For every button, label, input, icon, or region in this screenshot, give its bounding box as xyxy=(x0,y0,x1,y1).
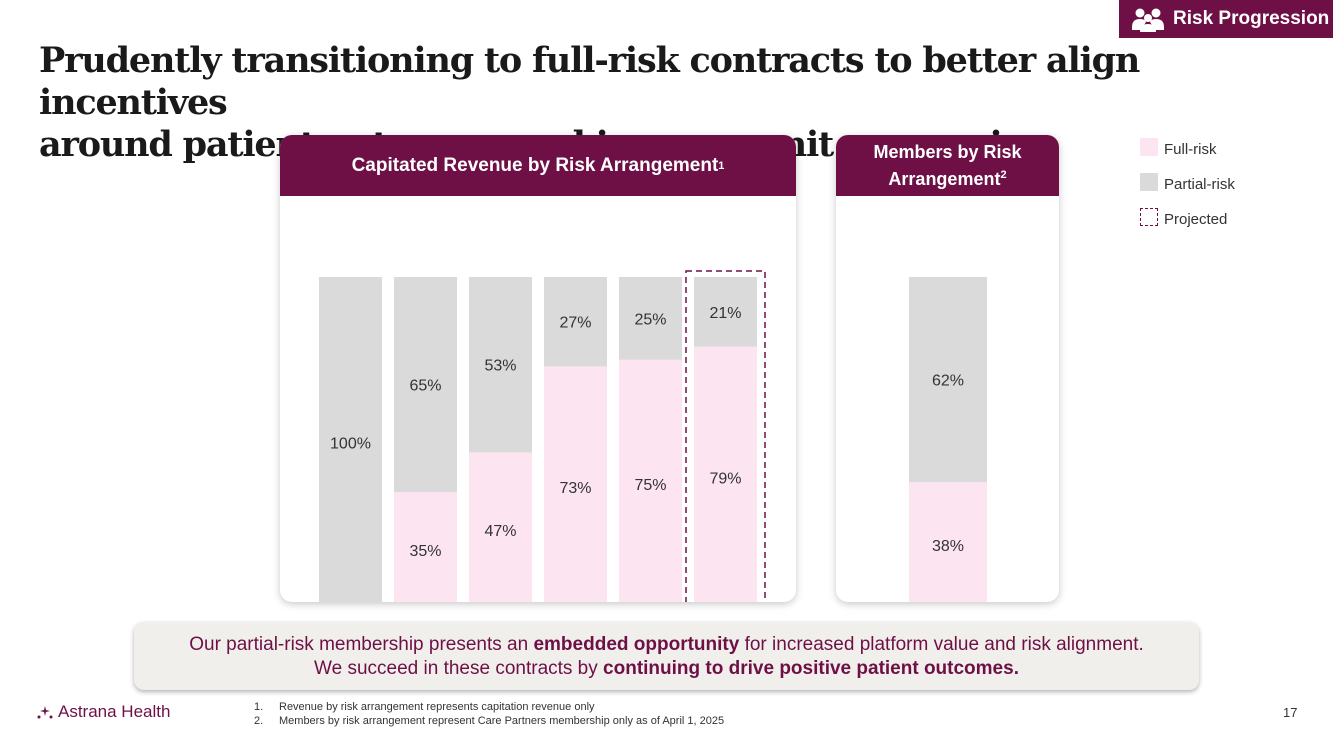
revenue-chart-footnote-ref: 1 xyxy=(718,159,725,172)
revenue-bar-partial-risk-2022 xyxy=(394,277,457,493)
callout-line-2-pre: We succeed in these contracts by xyxy=(314,658,604,679)
revenue-bar-partial-risk-2025e xyxy=(694,277,757,347)
people-group-icon xyxy=(1132,8,1164,32)
revenue-chart-card: Capitated Revenue by Risk Arrangement 1 1… xyxy=(280,135,796,602)
revenue-chart-title: Capitated Revenue by Risk Arrangement 1 xyxy=(280,135,796,196)
revenue-bar-full-risk-2025-q1 xyxy=(619,359,682,602)
members-chart-title-line-2: Arrangement xyxy=(888,168,1001,189)
legend-label-full-risk: Full-risk xyxy=(1164,141,1217,158)
revenue-label-partial-risk-2022: 65% xyxy=(409,378,441,395)
sparkle-logo-icon xyxy=(37,706,53,719)
callout-line-1-pre: Our partial-risk membership presents an xyxy=(189,634,534,655)
revenue-label-full-risk-2025e: 79% xyxy=(709,470,741,487)
revenue-label-full-risk-2022: 35% xyxy=(409,543,441,560)
members-label-full-risk-2025: 38% xyxy=(932,538,964,555)
page-number: 17 xyxy=(1283,705,1298,720)
revenue-bar-full-risk-2023 xyxy=(469,452,532,602)
members-chart-title-line-1: Members by Risk xyxy=(873,141,1022,162)
callout-banner: Our partial-risk membership presents an … xyxy=(134,622,1199,690)
footnote-1-text: Revenue by risk arrangement represents c… xyxy=(279,701,595,713)
revenue-bar-partial-risk-2023 xyxy=(469,277,532,453)
footnotes: 1. Revenue by risk arrangement represent… xyxy=(254,700,724,728)
members-bar-full-risk-2025 xyxy=(909,482,987,602)
revenue-label-full-risk-2024: 73% xyxy=(559,480,591,497)
members-chart-footnote-ref: 2 xyxy=(1000,168,1007,181)
revenue-label-partial-risk-2024: 27% xyxy=(559,315,591,332)
callout-line-2-bold: continuing to drive positive patient out… xyxy=(603,658,1019,679)
revenue-bar-partial-risk-2024 xyxy=(544,277,607,367)
members-chart-title: Members by Risk Arrangement2 xyxy=(836,135,1059,196)
callout-line-1-bold: embedded opportunity xyxy=(533,634,740,655)
revenue-chart-title-text: Capitated Revenue by Risk Arrangement xyxy=(351,154,719,176)
revenue-label-partial-risk-2025e: 21% xyxy=(709,305,741,322)
members-chart: 38%62%2025 xyxy=(909,277,987,602)
callout-line-2: We succeed in these contracts by continu… xyxy=(134,657,1199,681)
members-chart-card: Members by Risk Arrangement2 38%62%2025 xyxy=(836,135,1059,602)
revenue-bar-full-risk-2025e xyxy=(694,346,757,602)
callout-line-1: Our partial-risk membership presents an … xyxy=(134,633,1199,657)
revenue-label-partial-risk-2025-q1: 25% xyxy=(634,311,666,328)
revenue-bar-partial-risk-2021 xyxy=(319,277,382,602)
revenue-label-partial-risk-2023: 53% xyxy=(484,358,516,375)
section-tag: Risk Progression xyxy=(1119,0,1333,38)
full-risk-swatch xyxy=(1140,138,1158,156)
members-label-partial-risk-2025: 62% xyxy=(932,373,964,390)
company-logo: Astrana Health xyxy=(36,702,170,722)
page-title-line-1: Prudently transitioning to full-risk con… xyxy=(39,40,1140,123)
footnote-2: 2. Members by risk arrangement represent… xyxy=(254,714,724,728)
company-logo-text: Astrana Health xyxy=(58,702,171,721)
legend-label-partial-risk: Partial-risk xyxy=(1164,176,1235,193)
legend-label-projected: Projected xyxy=(1164,211,1228,228)
projected-swatch xyxy=(1140,208,1158,226)
footnote-2-number: 2. xyxy=(254,715,264,727)
revenue-bar-full-risk-2024 xyxy=(544,366,607,602)
footnote-1: 1. Revenue by risk arrangement represent… xyxy=(254,700,724,714)
revenue-bar-partial-risk-2025-q1 xyxy=(619,277,682,360)
members-bar-partial-risk-2025 xyxy=(909,277,987,483)
revenue-chart: 100%202135%65%202247%53%202373%27%202475… xyxy=(319,270,766,602)
revenue-label-full-risk-2023: 47% xyxy=(484,523,516,540)
revenue-label-partial-risk-2021: 100% xyxy=(330,436,371,453)
callout-line-1-post: for increased platform value and risk al… xyxy=(739,634,1144,655)
footnote-1-number: 1. xyxy=(254,701,264,713)
section-tag-label: Risk Progression xyxy=(1173,8,1330,29)
footnote-2-text: Members by risk arrangement represent Ca… xyxy=(279,715,725,727)
partial-risk-swatch xyxy=(1140,173,1158,191)
revenue-label-full-risk-2025-q1: 75% xyxy=(634,477,666,494)
revenue-projected-outline-2025e xyxy=(685,270,766,602)
revenue-bar-full-risk-2022 xyxy=(394,492,457,602)
